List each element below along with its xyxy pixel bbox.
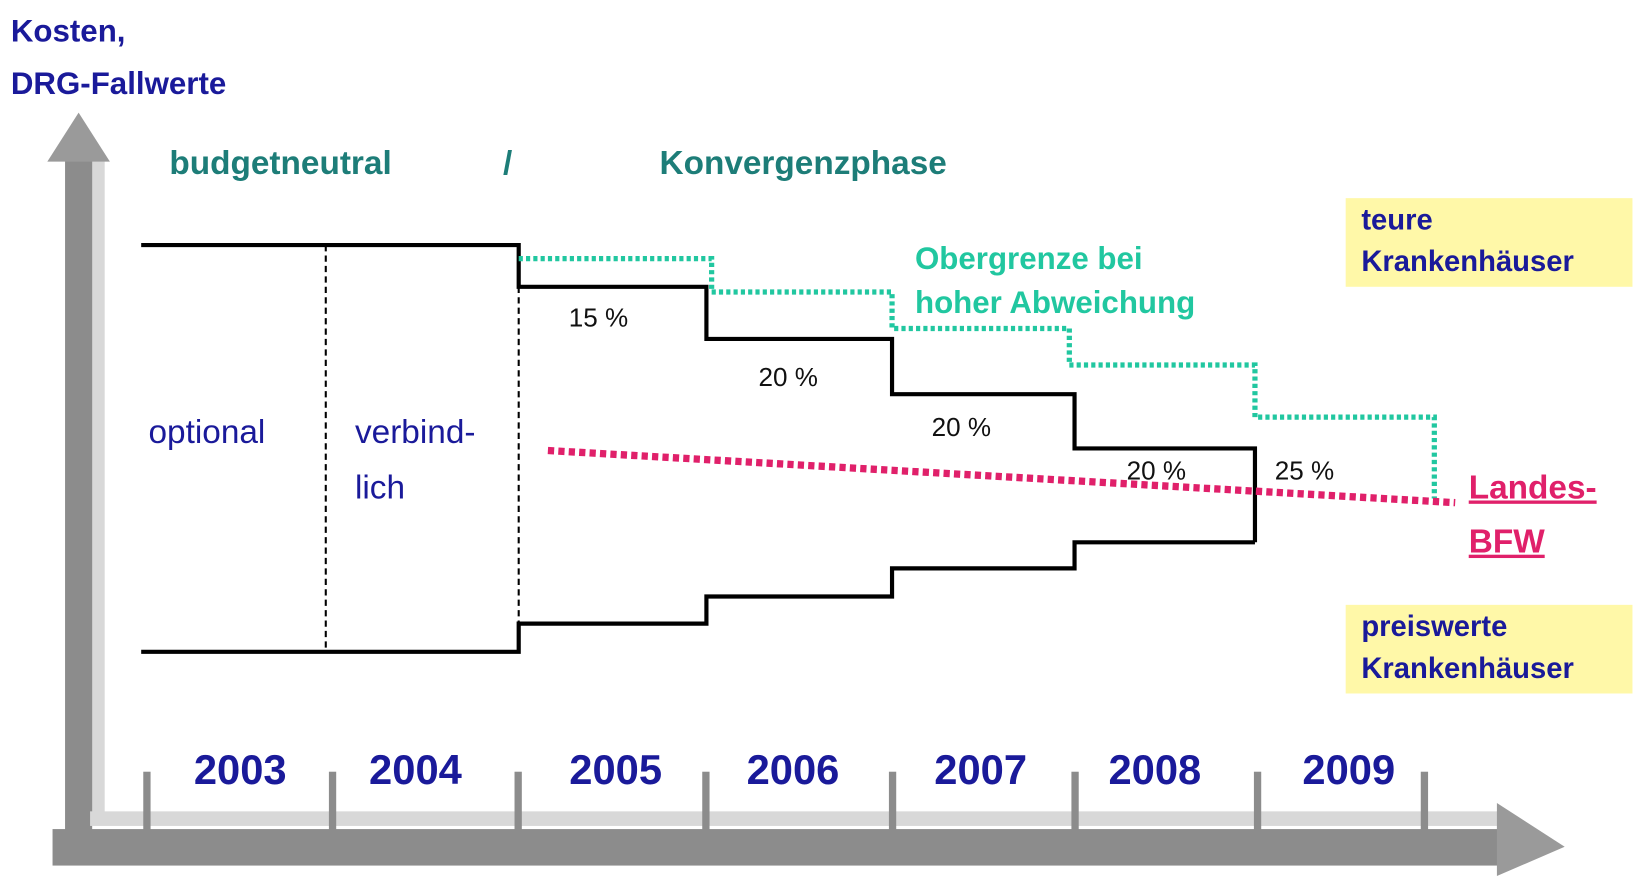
year: 2006	[747, 746, 840, 793]
percentage: 15 %	[569, 302, 628, 332]
upper-limit-label: hoher Abweichung	[915, 285, 1195, 320]
phase-label: Konvergenzphase	[659, 145, 946, 182]
year: 2003	[194, 746, 287, 793]
cheap-box	[1345, 604, 1633, 694]
expensive-label: Krankenhäuser	[1361, 246, 1574, 278]
cheap-label: Krankenhäuser	[1361, 653, 1574, 685]
funnel	[141, 242, 1258, 654]
segment-label: lich	[355, 469, 405, 506]
axis-label: DRG-Fallwerte	[11, 66, 226, 101]
base-rate-line	[547, 446, 1456, 507]
upper-limit-line	[518, 256, 1437, 499]
percentage: 20 %	[932, 412, 991, 442]
phase-label: /	[503, 145, 512, 182]
percentage: 20 %	[1127, 456, 1186, 486]
axis-label: Kosten,	[11, 14, 126, 49]
year: 2004	[369, 746, 462, 793]
year: 2008	[1108, 746, 1201, 793]
segment-label: optional	[148, 414, 265, 451]
year: 2005	[569, 746, 662, 793]
percentage: 20 %	[759, 362, 818, 392]
expensive-box	[1345, 198, 1633, 287]
year: 2009	[1302, 746, 1395, 793]
upper-limit-label: Obergrenze bei	[915, 241, 1143, 276]
cheap-label: preiswerte	[1361, 611, 1507, 643]
expensive-label: teure	[1361, 204, 1432, 236]
base-rate-label: Landes-	[1469, 469, 1597, 506]
segment-label: verbind-	[355, 414, 476, 451]
year: 2007	[934, 746, 1027, 793]
axes	[47, 112, 1565, 876]
phase-label: budgetneutral	[169, 145, 391, 182]
base-rate-label: BFW	[1469, 524, 1545, 561]
percentage: 25 %	[1275, 456, 1334, 486]
